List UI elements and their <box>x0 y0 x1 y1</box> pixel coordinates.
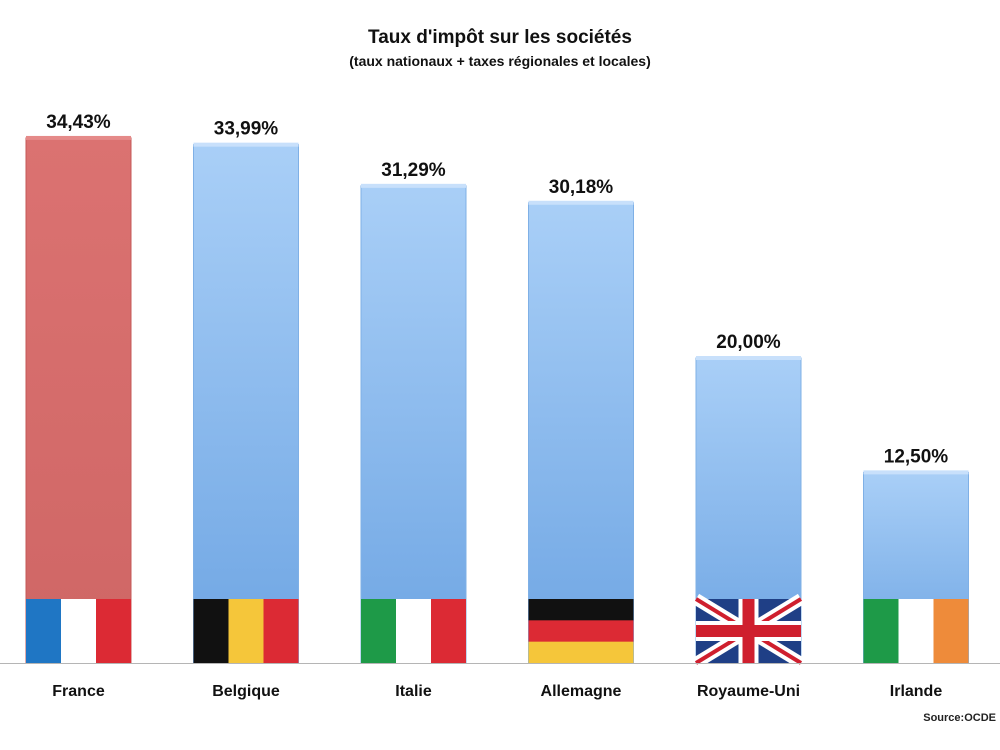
value-label: 20,00% <box>716 332 781 353</box>
bar-top-highlight <box>696 356 801 360</box>
value-label: 31,29% <box>381 160 446 181</box>
bar-belgique <box>193 144 299 664</box>
category-label: Belgique <box>212 683 280 700</box>
uk-flag-icon <box>692 593 805 669</box>
bar-italie <box>360 185 467 664</box>
bar-top-highlight <box>863 470 969 475</box>
value-label: 30,18% <box>549 177 614 198</box>
belgium-flag-icon <box>193 599 299 663</box>
bar-france <box>25 137 132 664</box>
value-labels-group: 34,43% 33,99% 31,29% 30,18% 20,00% 12,50% <box>46 112 948 467</box>
bars-group <box>25 135 969 664</box>
france-flag-icon <box>26 599 131 663</box>
flags-group <box>26 593 969 669</box>
germany-flag-icon <box>528 599 634 663</box>
chart-subtitle: (taux nationaux + taxes régionales et lo… <box>349 53 651 69</box>
chart-title: Taux d'impôt sur les sociétés <box>368 27 632 48</box>
source-label: Source:OCDE <box>923 712 996 724</box>
bar-top-highlight <box>193 142 299 147</box>
category-label: Italie <box>395 683 432 700</box>
bar-top-highlight <box>26 135 131 140</box>
ireland-flag-icon <box>863 599 969 663</box>
category-labels-group: France Belgique Italie Allemagne Royaume-Uni… <box>52 683 942 700</box>
bar-top-highlight <box>361 183 466 188</box>
category-label: France <box>52 683 105 700</box>
bar-top-highlight <box>528 200 634 205</box>
bar-allemagne <box>528 202 634 664</box>
value-label: 33,99% <box>214 119 279 140</box>
category-label: Royaume-Uni <box>697 683 800 700</box>
category-label: Irlande <box>890 683 943 700</box>
value-label: 34,43% <box>46 112 111 133</box>
value-label: 12,50% <box>884 446 949 467</box>
italy-flag-icon <box>361 599 466 663</box>
category-label: Allemagne <box>541 683 622 700</box>
